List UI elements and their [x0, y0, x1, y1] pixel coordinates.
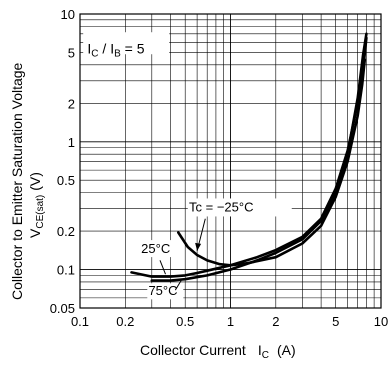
x-tick-label: 1 — [227, 314, 234, 329]
y-tick-label: 0.05 — [50, 301, 75, 316]
condition-box — [83, 32, 170, 55]
x-tick-label: 2 — [272, 314, 279, 329]
label-25-leader — [159, 260, 166, 275]
y-axis-title-line1: Collector to Emitter Saturation Voltage — [9, 62, 25, 300]
condition-label: IC / IB = 5 — [87, 41, 144, 60]
series-line-0 — [177, 58, 367, 267]
y-tick-label: 1 — [68, 135, 75, 150]
y-tick-label: 0.1 — [57, 263, 75, 278]
label-75-bg — [147, 283, 184, 300]
label-minus25-bg — [187, 198, 292, 217]
y-tick-label: 0.2 — [57, 224, 75, 239]
x-tick-label: 0.1 — [71, 314, 89, 329]
x-tick-label: 0.5 — [176, 314, 194, 329]
label-25-bg — [139, 240, 176, 258]
y-tick-label: 10 — [61, 7, 75, 22]
curves — [130, 32, 368, 282]
grid — [80, 14, 381, 308]
series-line-2 — [150, 32, 368, 282]
y-axis-title-line2: VCE(sat)(V) — [27, 172, 46, 238]
x-tick-label: 0.2 — [116, 314, 134, 329]
y-tick-label: 0.5 — [57, 173, 75, 188]
label-minus25: Tc = −25°C — [189, 199, 253, 214]
label-75: 75°C — [148, 283, 177, 298]
label-75-leader — [174, 280, 182, 291]
plot-frame — [79, 13, 382, 309]
x-axis-title: Collector Current IC (A) — [140, 342, 296, 361]
label-25: 25°C — [141, 241, 170, 256]
x-tick-label: 10 — [374, 314, 388, 329]
y-tick-label: 2 — [68, 96, 75, 111]
y-tick-label: 5 — [68, 45, 75, 60]
x-tick-label: 5 — [332, 314, 339, 329]
label-minus25-arrowhead — [195, 242, 202, 251]
